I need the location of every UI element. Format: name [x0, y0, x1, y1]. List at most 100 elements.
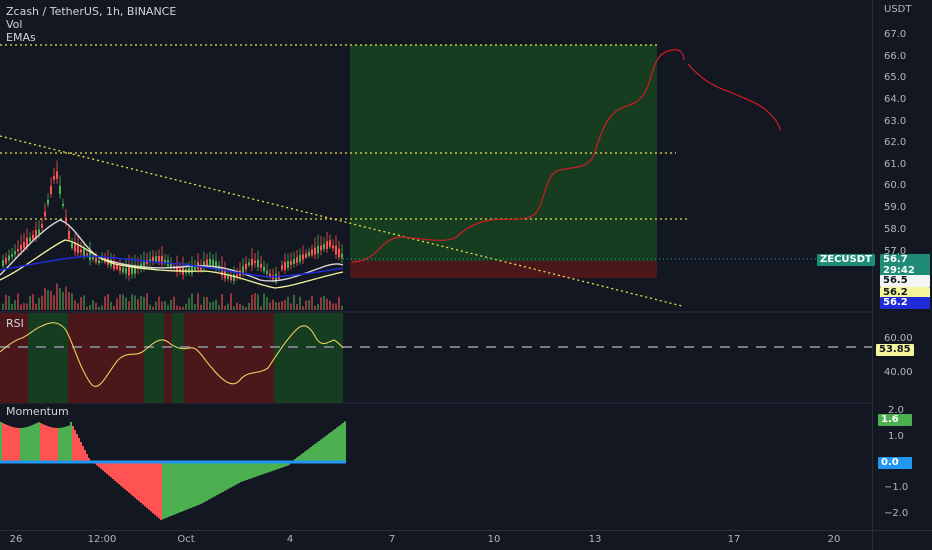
- momentum-bar: [146, 462, 148, 509]
- candle-body: [32, 234, 34, 240]
- descending-trendline[interactable]: [0, 135, 683, 307]
- momentum-bar: [160, 462, 162, 520]
- candle-body: [152, 256, 154, 263]
- volume-bar: [29, 296, 31, 310]
- volume-bar: [224, 305, 226, 310]
- momentum-bar: [264, 462, 266, 474]
- momentum-bar: [20, 427, 22, 462]
- volume-bar: [128, 301, 130, 310]
- volume-bar: [332, 303, 334, 310]
- momentum-tick: 1.0: [888, 431, 904, 442]
- momentum-bar: [56, 427, 58, 462]
- momentum-bar: [304, 451, 306, 462]
- volume-bar: [245, 306, 247, 310]
- momentum-bar: [148, 462, 150, 510]
- candle-body: [59, 185, 61, 195]
- momentum-bar: [76, 434, 78, 462]
- volume-bar: [287, 296, 289, 310]
- rsi-value-badge: 53.85: [876, 344, 914, 356]
- momentum-bar: [162, 462, 164, 520]
- volume-bar: [11, 303, 13, 310]
- volume-bar: [263, 293, 265, 310]
- emas-legend[interactable]: EMAs: [6, 31, 36, 44]
- momentum-bar: [318, 441, 320, 462]
- candle-body: [233, 274, 235, 281]
- price-tick: 59.0: [884, 202, 907, 213]
- candle-body: [62, 203, 64, 207]
- candle-body: [275, 273, 277, 283]
- candle-body: [251, 258, 253, 266]
- candle-body: [179, 268, 181, 272]
- volume-bar: [110, 301, 112, 310]
- candle-body: [77, 245, 79, 253]
- projected-price-path[interactable]: [351, 49, 685, 263]
- symbol-legend[interactable]: Zcash / TetherUS, 1h, BINANCE: [6, 5, 177, 18]
- momentum-bar: [286, 462, 288, 466]
- momentum-value-badge: 1.6: [878, 414, 912, 426]
- volume-bar: [71, 293, 73, 310]
- momentum-bar: [132, 462, 134, 497]
- volume-legend[interactable]: Vol: [6, 18, 23, 31]
- ema-mid-badge: 56.2: [880, 287, 930, 299]
- volume-bar: [179, 306, 181, 310]
- momentum-bar: [170, 462, 172, 516]
- volume-bar: [92, 300, 94, 310]
- candle-body: [134, 264, 136, 274]
- rsi-legend[interactable]: RSI: [6, 317, 24, 330]
- momentum-bar: [334, 429, 336, 462]
- volume-bar: [185, 303, 187, 310]
- volume-bar: [17, 293, 19, 310]
- candle-body: [44, 211, 46, 217]
- candle-body: [299, 255, 301, 262]
- momentum-bar: [202, 462, 204, 503]
- price-axis-currency: USDT: [884, 4, 912, 15]
- volume-bar: [329, 300, 331, 310]
- volume-bar: [35, 303, 37, 310]
- volume-bar: [173, 296, 175, 310]
- momentum-legend[interactable]: Momentum: [6, 405, 69, 418]
- momentum-bar: [298, 456, 300, 462]
- volume-bar: [296, 303, 298, 310]
- momentum-bar: [184, 462, 186, 511]
- long-position-stop-zone[interactable]: [350, 261, 657, 278]
- ticker-badge[interactable]: ZECUSDT: [817, 254, 875, 266]
- projected-price-path-drop[interactable]: [687, 63, 781, 131]
- momentum-bar: [84, 450, 86, 462]
- momentum-bar: [270, 462, 272, 472]
- momentum-bar: [10, 426, 12, 462]
- momentum-bar: [246, 462, 248, 480]
- volume-bar: [212, 301, 214, 310]
- momentum-bar: [282, 462, 284, 468]
- momentum-bar: [302, 453, 304, 462]
- volume-bar: [200, 304, 202, 310]
- rsi-tick: 60.00: [884, 333, 913, 344]
- momentum-bar: [62, 427, 64, 462]
- volume-bar: [20, 304, 22, 310]
- volume-bar: [227, 303, 229, 310]
- momentum-bar: [284, 462, 286, 467]
- volume-bar: [305, 300, 307, 310]
- momentum-bar: [174, 462, 176, 515]
- candle-body: [287, 261, 289, 268]
- volume-bar: [170, 299, 172, 310]
- momentum-bar: [140, 462, 142, 503]
- volume-bar: [197, 293, 199, 310]
- momentum-bar: [172, 462, 174, 516]
- momentum-bar: [38, 422, 40, 462]
- price-axis[interactable]: [872, 0, 932, 550]
- volume-bar: [5, 294, 7, 310]
- volume-bar: [338, 296, 340, 310]
- candle-body: [20, 244, 22, 251]
- last-price-badge[interactable]: 56.7 29:42: [880, 254, 930, 276]
- momentum-bar: [242, 462, 244, 482]
- volume-bars: [2, 283, 343, 310]
- candle-body: [155, 256, 157, 262]
- momentum-bar: [228, 462, 230, 489]
- candle-body: [35, 230, 37, 239]
- volume-bar: [113, 306, 115, 310]
- volume-bar: [26, 303, 28, 310]
- momentum-bar: [266, 462, 268, 473]
- momentum-bar: [124, 462, 126, 490]
- candle-body: [260, 263, 262, 268]
